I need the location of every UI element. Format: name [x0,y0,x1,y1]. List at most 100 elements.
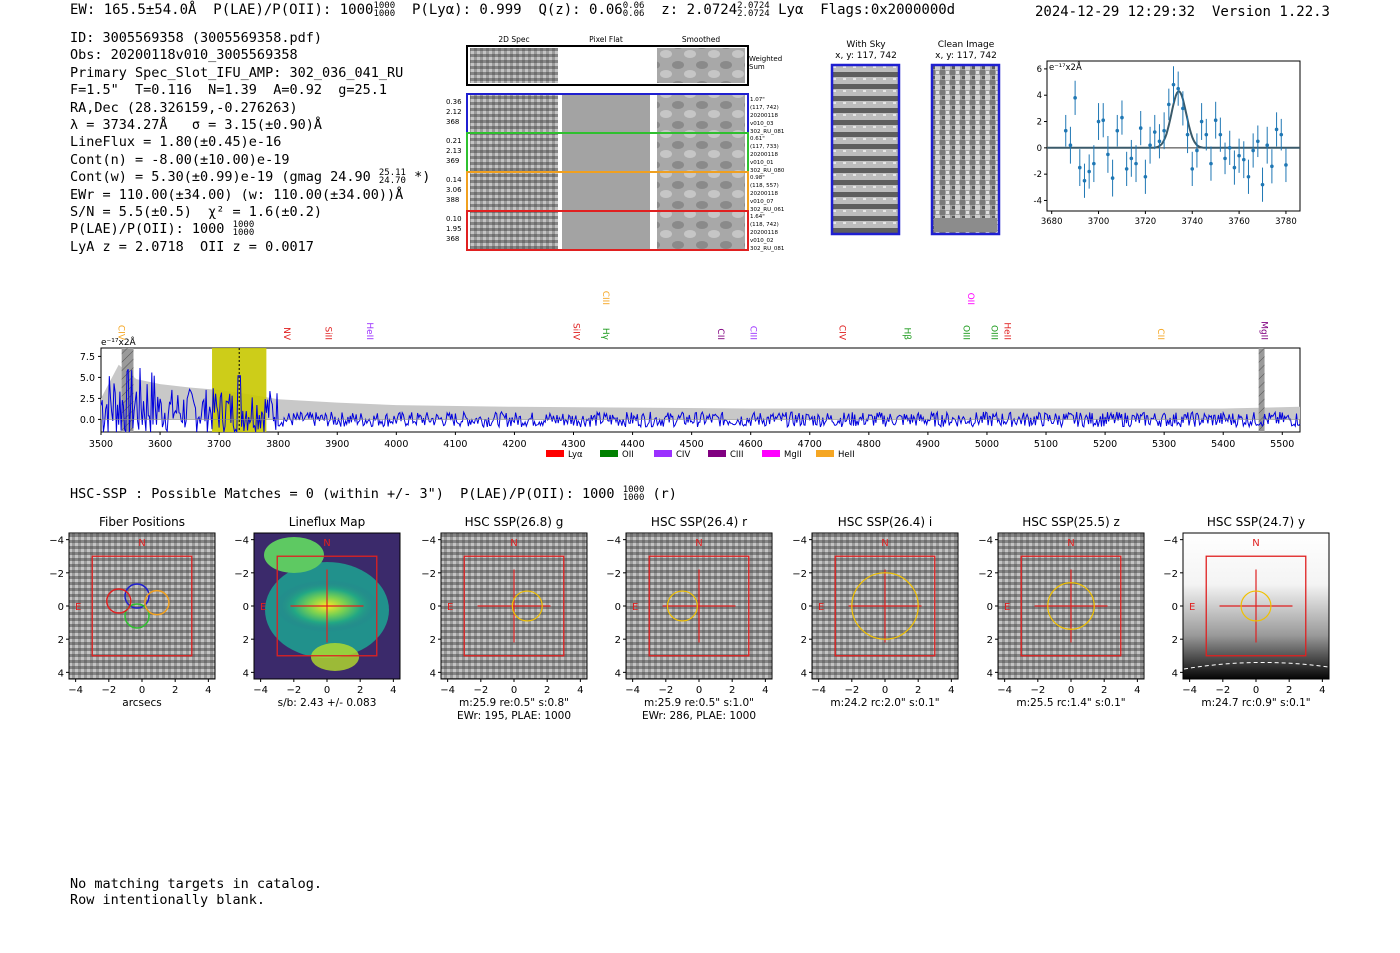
zoom-ytick-label: 2 [1037,118,1042,128]
zoom-data-point [1120,115,1124,120]
info-sn: S/N = 5.5(±0.5) χ² = 1.6(±0.2) [70,204,322,221]
hsc-aperture-box [91,555,193,657]
footer-line-2: Row intentionally blank. [70,892,266,908]
hsc-ytick-label: 2 [987,635,993,646]
hsc-ytick-label: 2 [58,635,64,646]
row-right-meta: v010_07 [750,199,774,205]
zoom-data-point [1279,132,1284,137]
row-right-meta: 302_RU_081 [750,246,784,252]
zoom-data-point [1134,161,1138,166]
info-radec: RA,Dec (28.326159,-0.276263) [70,99,298,116]
hsc-ytick-label: −4 [234,536,249,547]
z-frac-lo: 2.0724 [737,9,770,19]
hsc-xtick-label: 4 [577,685,583,696]
hsc-ytick-label: 0 [615,602,621,613]
emission-line-label: OII [965,293,975,305]
hsc-xtick-label: 4 [390,685,396,696]
hsc-aperture-box [1020,555,1122,657]
hsc-xtick-label: 0 [696,685,702,696]
clean-image-label: x, y: 117, 742 [935,51,997,61]
row-right-meta: 302_RU_080 [750,168,785,174]
source-circle [666,590,698,622]
row-color-bar [747,173,749,210]
info-lineflux: LineFlux = 1.80(±0.45)e-16 [70,134,282,151]
zoom-xtick-label: 3740 [1181,217,1203,227]
spectrum-xtick-label: 5200 [1093,439,1117,450]
hsc-xtick-label: 2 [357,685,363,696]
hsc-ytick-label: −4 [606,536,621,547]
footer-notes: No matching targets in catalog. Row inte… [70,876,322,908]
footer-line-1: No matching targets in catalog. [70,876,322,892]
masked-region [121,348,134,432]
hsc-ytick-label: −4 [49,536,64,547]
line-id: Lyα [778,2,804,18]
legend-label: Lyα [568,450,583,460]
row-left-stat: 1.95 [446,225,462,233]
zoom-data-point [1106,152,1110,157]
zoom-data-point [1265,143,1270,148]
info-ewr: EWr = 110.00(±34.00) (w: 110.00(±34.00))… [70,186,404,203]
zoom-data-point [1190,167,1195,171]
hsc-xtick-label: 0 [511,685,517,696]
flux-region-nw [264,537,324,573]
hsc-xtick-label: 2 [544,685,550,696]
spectrum-ytick-label: 2.5 [80,394,95,405]
header-meta: 2024-12-29 12:29:32 Version 1.22.3 [1035,4,1330,20]
weighted-2d-spec [470,48,558,83]
row-pixel-flat [562,173,650,210]
hsc-xtick-label: −2 [101,685,116,696]
spectrum-xtick-label: 4900 [916,439,940,450]
hsc-ytick-label: 4 [987,668,993,679]
zoom-data-point [1115,128,1120,133]
zoom-data-point [1096,119,1101,124]
row-color-bar [747,212,749,249]
spectrum-xtick-label: 4700 [798,439,822,450]
hsc-summary: HSC-SSP : Possible Matches = 0 (within +… [70,486,677,503]
hsc-panel-caption: m:24.2 rc:2.0" s:0.1" [830,697,939,709]
row-right-meta: 302_RU_061 [750,207,784,213]
hsc-xtick-label: −4 [1182,685,1197,696]
info-contw-end: *) [405,169,431,186]
zoom-data-point [1227,146,1232,150]
fiber-circle [106,588,132,614]
hsc-ytick-label: 2 [430,635,436,646]
fiber-circle [124,583,150,609]
weighted-smoothed [657,48,745,83]
hsc-ytick-label: −2 [792,569,807,580]
zoom-data-point [1124,167,1129,171]
zoom-data-point [1260,182,1265,187]
hsc-ytick-label: 2 [1172,635,1178,646]
hsc-xtick-label: 0 [1068,685,1074,696]
hsc-ytick-label: 2 [801,635,807,646]
north-label: N [138,538,145,549]
zoom-data-point [1162,128,1166,133]
zoom-data-point [1063,128,1068,133]
clean-image-mask [934,218,997,232]
hsc-xtick-label: 4 [762,685,768,696]
hsc-panel-title: Fiber Positions [99,515,185,529]
hsc-xtick-label: −2 [473,685,488,696]
zoom-data-point [1223,156,1227,161]
row-left-stat: 2.12 [446,108,462,116]
detection-info: ID: 3005569358 (3005569358.pdf) Obs: 202… [70,30,430,256]
zoom-data-point [1138,126,1143,130]
row-2d-spec [470,212,558,249]
hsc-ytick-label: 0 [987,602,993,613]
emission-line-label: CII [715,328,725,340]
spectrum-xtick-label: 3500 [89,439,113,450]
zoom-data-point [1143,174,1148,179]
emission-line-label: SiIV [571,323,581,341]
zoom-ytick-label: 4 [1037,91,1042,101]
zoom-data-point [1199,119,1204,124]
emission-line-label: OIII [960,325,970,340]
zoom-data-point [1148,143,1152,148]
hsc-ytick-label: −2 [606,569,621,580]
zoom-data-point [1256,139,1260,144]
hsc-summary-text: HSC-SSP : Possible Matches = 0 (within +… [70,486,615,502]
north-label: N [510,538,517,549]
zoom-data-point [1241,157,1246,162]
east-label: E [1004,602,1010,613]
hsc-panel-caption: EWr: 195, PLAE: 1000 [457,710,571,722]
zoom-xtick-label: 3700 [1088,217,1110,227]
